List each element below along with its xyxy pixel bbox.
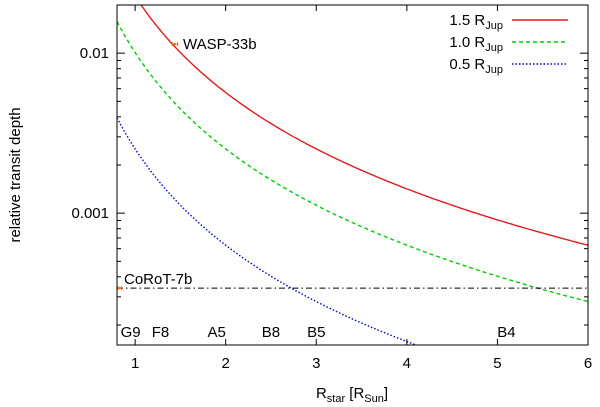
x-tick-label-1: 1 — [131, 355, 139, 372]
x-axis-label-unit-sub: Sun — [364, 393, 384, 405]
x-tick-label-6: 6 — [584, 355, 592, 372]
x-axis-label-sub: star — [327, 393, 346, 405]
legend-label-1: 1.0 RJup — [449, 34, 503, 54]
series-line-1 — [117, 21, 588, 303]
x-tick-label-3: 3 — [312, 355, 320, 372]
x-axis-label-close: ] — [384, 385, 388, 402]
legend-label-main-1: 1.0 R — [449, 34, 485, 51]
spectral-type-A5: A5 — [207, 324, 225, 341]
y-tick-label-0.001: 0.001 — [71, 205, 109, 222]
legend-label-0: 1.5 RJup — [449, 12, 503, 32]
x-tick-label-2: 2 — [222, 355, 230, 372]
legend-label-2: 0.5 RJup — [449, 56, 503, 76]
plot-area: WASP-33b CoRoT-7b G9 F8 A5 B8 B5 B4 — [117, 5, 588, 345]
legend-label-main-0: 1.5 R — [449, 12, 485, 29]
y-axis-label: relative transit depth — [7, 107, 24, 242]
legend-label-sub-2: Jup — [485, 64, 503, 76]
x-tick-label-4: 4 — [403, 355, 411, 372]
y-tick-label-0.01: 0.01 — [80, 45, 109, 62]
spectral-type-F8: F8 — [152, 324, 170, 341]
legend-label-sub-0: Jup — [485, 20, 503, 32]
wasp33b-point — [173, 42, 177, 46]
axes: 1 2 3 4 5 6 0.01 0.001 — [71, 4, 592, 372]
spectral-type-G9: G9 — [121, 324, 141, 341]
spectral-type-B5: B5 — [307, 324, 325, 341]
x-axis-label-main: R — [316, 385, 327, 402]
x-axis-label-bracket: [R — [345, 385, 364, 402]
corot7b-label: CoRoT-7b — [124, 271, 192, 288]
spectral-type-B8: B8 — [262, 324, 280, 341]
corot7b-point — [118, 286, 121, 290]
x-tick-label-5: 5 — [493, 355, 501, 372]
plot-frame — [116, 4, 589, 346]
series-line-2 — [117, 117, 419, 345]
spectral-type-B4: B4 — [497, 324, 515, 341]
legend-label-sub-1: Jup — [485, 42, 503, 54]
wasp33b-label: WASP-33b — [183, 36, 257, 53]
series-line-0 — [140, 5, 588, 246]
x-axis-label: Rstar [RSun] — [316, 385, 388, 405]
legend-label-main-2: 0.5 R — [449, 56, 485, 73]
